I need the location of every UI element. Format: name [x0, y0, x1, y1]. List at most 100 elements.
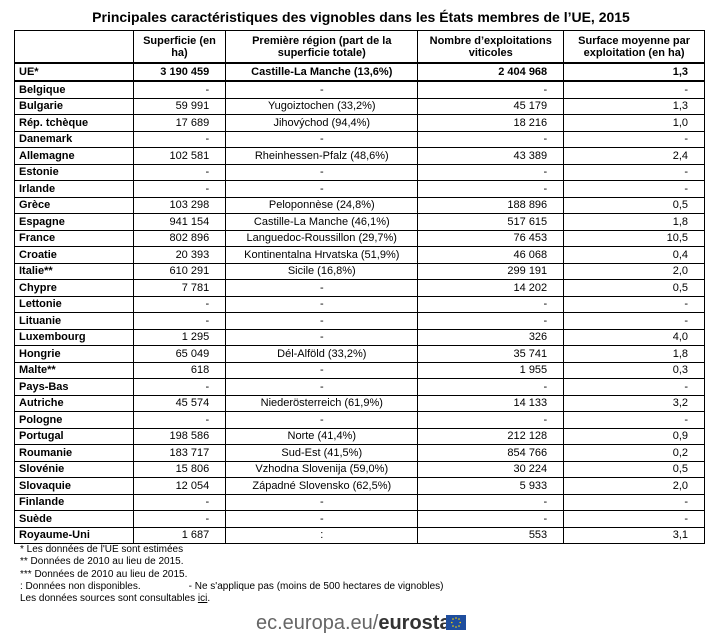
cell: 1 295 [132, 328, 227, 346]
source-link[interactable]: ici [197, 593, 208, 605]
cell: 941 154 [132, 213, 227, 231]
cell: 10,5 [563, 229, 705, 247]
cell: Vzhodna Slovenija (59,0%) [225, 460, 419, 478]
header-cell: Superficie (en ha) [132, 30, 227, 64]
row: Suède - - - - [14, 510, 705, 528]
cell: - [225, 163, 419, 181]
cell: 59 991 [132, 97, 227, 115]
cell: Sud-Est (41,5%) [225, 444, 419, 462]
note: Les données sources sont consultables [20, 593, 198, 605]
cell: - [225, 510, 419, 528]
cell: Espagne [14, 213, 134, 231]
cell: 299 191 [417, 262, 565, 280]
row: Hongrie 65 049 Dél-Alföld (33,2%) 35 741 1,8 [14, 345, 705, 363]
note: Les données sources sont consultables ic… [20, 593, 443, 605]
cell: - [225, 312, 419, 330]
cell: 43 389 [417, 147, 565, 165]
cell: - [132, 295, 227, 313]
cell: - [417, 510, 565, 528]
cell: 212 128 [417, 427, 565, 445]
site: ec.europa.eu/ [256, 612, 379, 634]
cell: Lituanie [14, 312, 134, 330]
cell: - [225, 180, 419, 198]
cell: Lettonie [14, 295, 134, 313]
cell: 183 717 [132, 444, 227, 462]
row: Espagne 941 154 Castille-La Manche (46,1%)… [14, 213, 705, 231]
footer: ec.europa.eu/eurostat [256, 612, 457, 635]
cell: Languedoc-Roussillon (29,7%) [225, 229, 419, 247]
row: Finlande - - - - [14, 493, 705, 511]
row: France 802 896 Languedoc-Roussillon (29,7%… [14, 229, 705, 247]
cell: - [417, 130, 565, 148]
note: *** Données de 2010 au lieu de 2015. [20, 568, 188, 580]
notes: * Les données de l'UE sont estimées ** D… [20, 544, 443, 605]
cell: - [132, 130, 227, 148]
header-cell [14, 30, 134, 64]
row: Grèce 103 298 Peloponnèse (24,8%) 188 896 0,… [14, 196, 705, 214]
cell: Malte** [14, 361, 134, 379]
cell: 0,4 [563, 246, 705, 264]
cell: UE* [14, 62, 134, 82]
cell: Yugoiztochen (33,2%) [225, 97, 419, 115]
cell: France [14, 229, 134, 247]
note: : Données non disponibles. [20, 580, 141, 592]
cell: Roumanie [14, 444, 134, 462]
row: Slovaquie 12 054 Západné Slovensko (62,5%)… [14, 477, 705, 495]
row: Bulgarie 59 991 Yugoiztochen (33,2%) 45 179… [14, 97, 705, 115]
cell: 553 [417, 526, 565, 544]
cell: - [563, 80, 705, 99]
cell: - [225, 411, 419, 429]
row: Slovénie 15 806 Vzhodna Slovenija (59,0%) 3… [14, 460, 705, 478]
cell: Chypre [14, 279, 134, 297]
cell: : [225, 526, 419, 544]
note: ** Données de 2010 au lieu de 2015. [20, 556, 184, 568]
cell: 12 054 [132, 477, 227, 495]
cell: 3,2 [563, 394, 705, 412]
cell: - [417, 163, 565, 181]
cell: 15 806 [132, 460, 227, 478]
cell: 1,0 [563, 114, 705, 132]
row: Portugal 198 586 Norte (41,4%) 212 128 0,9 [14, 427, 705, 445]
cell: Pologne [14, 411, 134, 429]
row: Irlande - - - - [14, 180, 705, 198]
title: Principales caractéristiques des vignobl… [92, 9, 630, 25]
cell: Suède [14, 510, 134, 528]
cell: Castille-La Manche (46,1%) [225, 213, 419, 231]
cell: 610 291 [132, 262, 227, 280]
note: : Données non disponibles. - Ne s'appliqu… [20, 581, 443, 593]
cell: - [563, 510, 705, 528]
cell: 30 224 [417, 460, 565, 478]
row: Roumanie 183 717 Sud-Est (41,5%) 854 766 0,2 [14, 444, 705, 462]
cell: 0,2 [563, 444, 705, 462]
cell: - [563, 130, 705, 148]
cell: 65 049 [132, 345, 227, 363]
cell: Peloponnèse (24,8%) [225, 196, 419, 214]
row: Estonie - - - - [14, 163, 705, 181]
cell: Danemark [14, 130, 134, 148]
cell: - [417, 493, 565, 511]
cell: 0,5 [563, 279, 705, 297]
cell: 17 689 [132, 114, 227, 132]
cell: 102 581 [132, 147, 227, 165]
cell: 76 453 [417, 229, 565, 247]
cell: 0,9 [563, 427, 705, 445]
cell: - [417, 312, 565, 330]
cell: - [563, 411, 705, 429]
cell: Castille-La Manche (13,6%) [225, 62, 419, 82]
cell: - [132, 493, 227, 511]
cell: 20 393 [132, 246, 227, 264]
cell: 2,0 [563, 262, 705, 280]
note: . [207, 593, 211, 605]
cell: 0,3 [563, 361, 705, 379]
row: Luxembourg 1 295-326 4,0 [14, 328, 705, 346]
cell: Niederösterreich (61,9%) [225, 394, 419, 412]
cell: Luxembourg [14, 328, 134, 346]
cell: 0,5 [563, 460, 705, 478]
cell: - [132, 180, 227, 198]
table: Superficie (en ha) Première région (part … [14, 30, 705, 544]
cell: - [563, 295, 705, 313]
cell: Allemagne [14, 147, 134, 165]
header-row: Superficie (en ha) Première région (part … [14, 30, 705, 64]
cell: - [563, 312, 705, 330]
cell: 1 687 [132, 526, 227, 544]
